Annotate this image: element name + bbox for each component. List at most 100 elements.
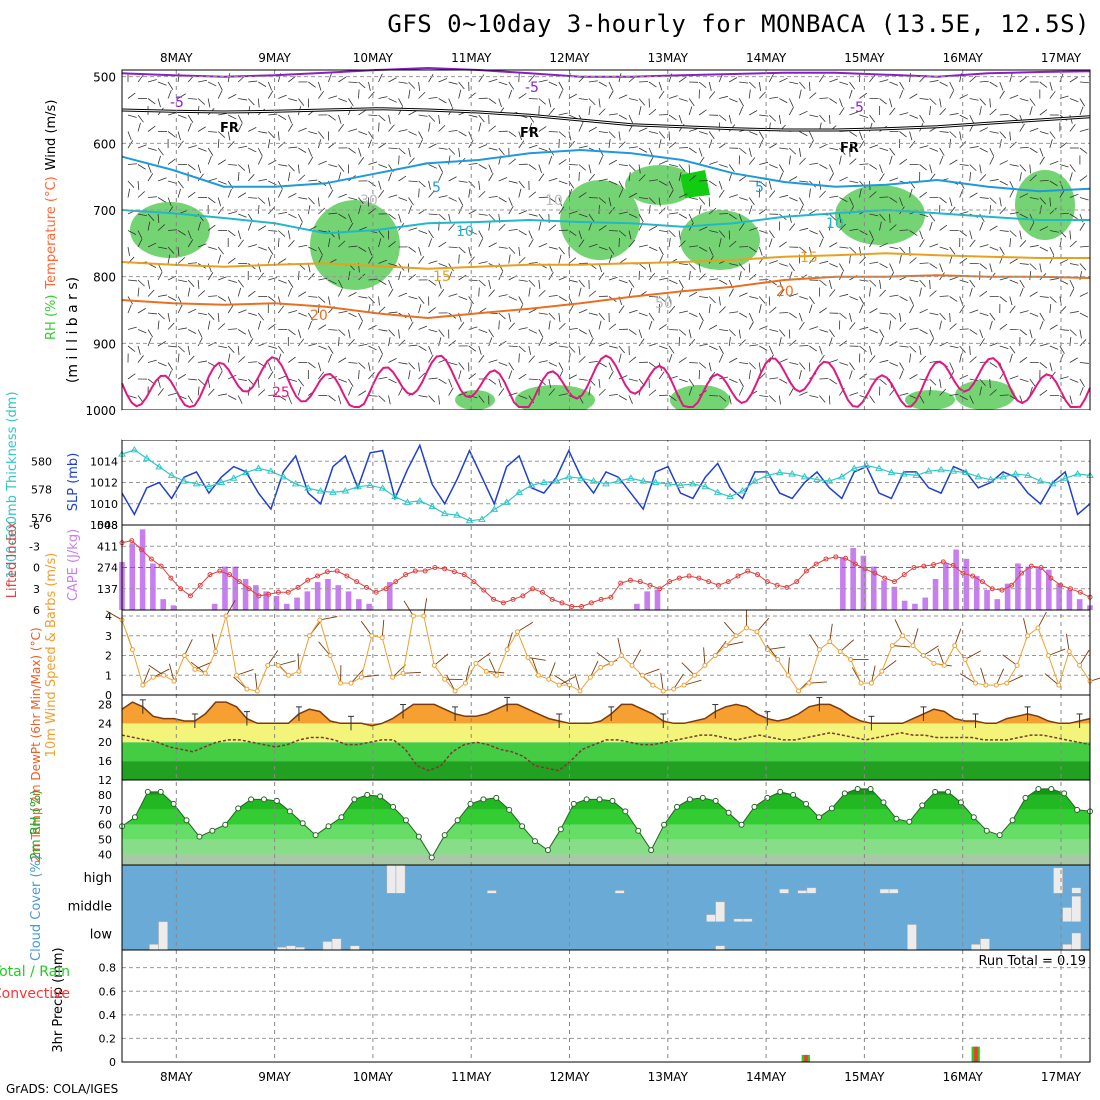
wind-barb	[748, 89, 751, 99]
cape-bar	[170, 605, 177, 610]
wind-barb	[1039, 343, 1049, 347]
li-marker	[627, 577, 633, 583]
wind-barb	[829, 279, 832, 289]
li-marker	[285, 589, 291, 595]
wind-barb	[959, 279, 969, 284]
wind-barb	[248, 197, 258, 199]
wind-marker	[1056, 682, 1062, 688]
x-axis-label-top: 15MAY	[844, 51, 885, 65]
wind-barb	[317, 197, 320, 207]
wind-barb	[227, 305, 234, 314]
wind-barb	[388, 288, 394, 297]
wind-barb	[648, 320, 653, 330]
rh-tick-label: 40	[98, 849, 112, 862]
wind-barb	[278, 258, 287, 264]
wind-barb	[157, 320, 160, 330]
wind-barb	[578, 123, 583, 132]
wind-barb	[608, 362, 613, 371]
wind-barb	[949, 296, 958, 302]
wind-barb	[718, 114, 727, 121]
li-marker	[344, 573, 350, 579]
wind-barb	[969, 356, 977, 363]
wind-barb	[728, 240, 737, 248]
wind-barb	[1059, 212, 1069, 215]
wind-marker	[338, 680, 344, 686]
rh-band	[122, 854, 1090, 865]
wind-marker	[213, 649, 219, 655]
wind-barb	[809, 162, 819, 165]
wind-barb	[829, 172, 834, 182]
wind-barb	[829, 164, 834, 173]
wind-barb	[237, 239, 244, 248]
wind-barb	[398, 271, 402, 281]
wind-barb	[288, 310, 298, 314]
wind-barb	[137, 308, 146, 314]
rh-marker	[725, 809, 732, 816]
wind-barb	[979, 98, 987, 106]
wind-barb	[528, 122, 533, 132]
wind-marker	[983, 682, 989, 688]
wind-barb	[869, 74, 876, 83]
rh-marker	[454, 817, 461, 824]
wind-barb	[768, 238, 773, 248]
thickness-marker	[651, 478, 660, 485]
wind-barb	[929, 164, 933, 174]
wind-marker	[306, 633, 312, 639]
wind-barb	[768, 230, 775, 239]
wind-barb	[658, 345, 668, 350]
rh-marker	[841, 790, 848, 797]
wind-barb	[608, 139, 611, 149]
wind-barb	[798, 370, 802, 380]
contour-label: -5	[170, 95, 184, 111]
wind-barb	[478, 122, 482, 132]
thickness-marker	[726, 492, 734, 500]
wind-marker	[910, 643, 916, 649]
wind-barb	[808, 681, 827, 684]
wind-barb	[799, 296, 809, 300]
wind-barb	[558, 131, 567, 138]
wind-barb	[448, 98, 453, 107]
wind-barb	[498, 147, 505, 156]
rh-marker	[170, 800, 177, 807]
wind-barb	[668, 180, 674, 190]
wind-barb	[298, 98, 305, 106]
wind-barb	[899, 158, 908, 165]
wind-barb	[468, 188, 471, 198]
wind-barb	[889, 177, 899, 182]
wind-barb	[528, 345, 532, 355]
wind-barb	[598, 378, 601, 388]
thickness-marker	[639, 477, 648, 484]
wind-barb	[1029, 329, 1033, 339]
wind-barb	[1029, 312, 1039, 317]
wind-barb	[257, 389, 266, 396]
wind-barb	[278, 375, 287, 380]
wind-barb	[839, 81, 849, 86]
wind-barb	[318, 160, 327, 165]
wind-barb	[919, 98, 929, 100]
wind-barb	[739, 197, 748, 201]
wind-barb	[869, 287, 871, 297]
wind-barb	[879, 147, 889, 152]
wind-barb	[939, 320, 942, 330]
wind-barb	[468, 114, 478, 118]
wind-barb	[448, 271, 453, 281]
wind-barb	[197, 279, 200, 290]
wind-barb	[798, 197, 805, 206]
wind-barb	[418, 296, 425, 304]
wind-barb	[127, 92, 136, 99]
wind-barb	[237, 395, 243, 404]
wind-barb	[338, 329, 346, 336]
wind-barb	[729, 311, 739, 314]
wind-barb	[839, 197, 848, 203]
wind-barb	[388, 194, 398, 198]
wind-barb	[217, 138, 220, 149]
rh-marker	[286, 808, 293, 815]
cloud-bar-low	[331, 938, 342, 951]
wind-barb	[518, 93, 527, 99]
wind-barb	[518, 395, 528, 399]
wind-barb	[188, 378, 198, 381]
wind-barb	[628, 329, 637, 335]
wind-barb	[348, 245, 358, 248]
wind-barb	[127, 180, 135, 188]
wind-barb	[418, 304, 422, 314]
